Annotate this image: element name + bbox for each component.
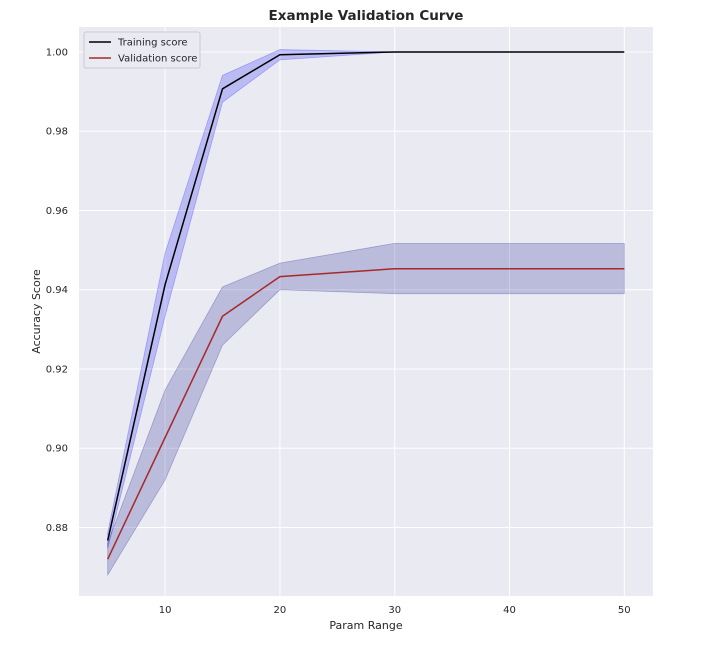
- legend-label-validation: Validation score: [118, 54, 197, 65]
- x-tick-label: 30: [388, 605, 401, 616]
- legend-box: [83, 31, 201, 69]
- y-tick-label: 0.88: [46, 523, 68, 534]
- legend: Training score Validation score: [83, 31, 201, 69]
- y-tick-label: 0.92: [46, 364, 68, 375]
- y-tick-label: 1.00: [46, 47, 68, 58]
- series-line-training: [106, 51, 625, 541]
- grid-layer: [79, 27, 653, 596]
- y-tick-label: 0.98: [46, 127, 68, 138]
- x-tick-label: 50: [618, 605, 631, 616]
- y-tick-label: 0.96: [46, 206, 68, 217]
- x-tick-label: 10: [159, 605, 172, 616]
- tick-layer: 10 20 30 40 50 0.88 0.90 0.92 0.94 0.96 0.98 1.00: [46, 47, 631, 616]
- y-tick-label: 0.94: [46, 285, 68, 296]
- x-tick-label: 40: [503, 605, 516, 616]
- x-tick-label: 20: [274, 605, 287, 616]
- chart-title: Example Validation Curve: [269, 8, 464, 24]
- plot-area: [79, 27, 653, 596]
- x-axis-label: Param Range: [329, 619, 402, 632]
- y-axis-label: Accuracy Score: [30, 269, 43, 354]
- legend-label-training: Training score: [117, 38, 188, 49]
- series-line-validation: [107, 267, 625, 560]
- line-layer: [106, 51, 625, 560]
- y-tick-label: 0.90: [46, 444, 68, 455]
- confidence-band-validation: [107, 242, 625, 577]
